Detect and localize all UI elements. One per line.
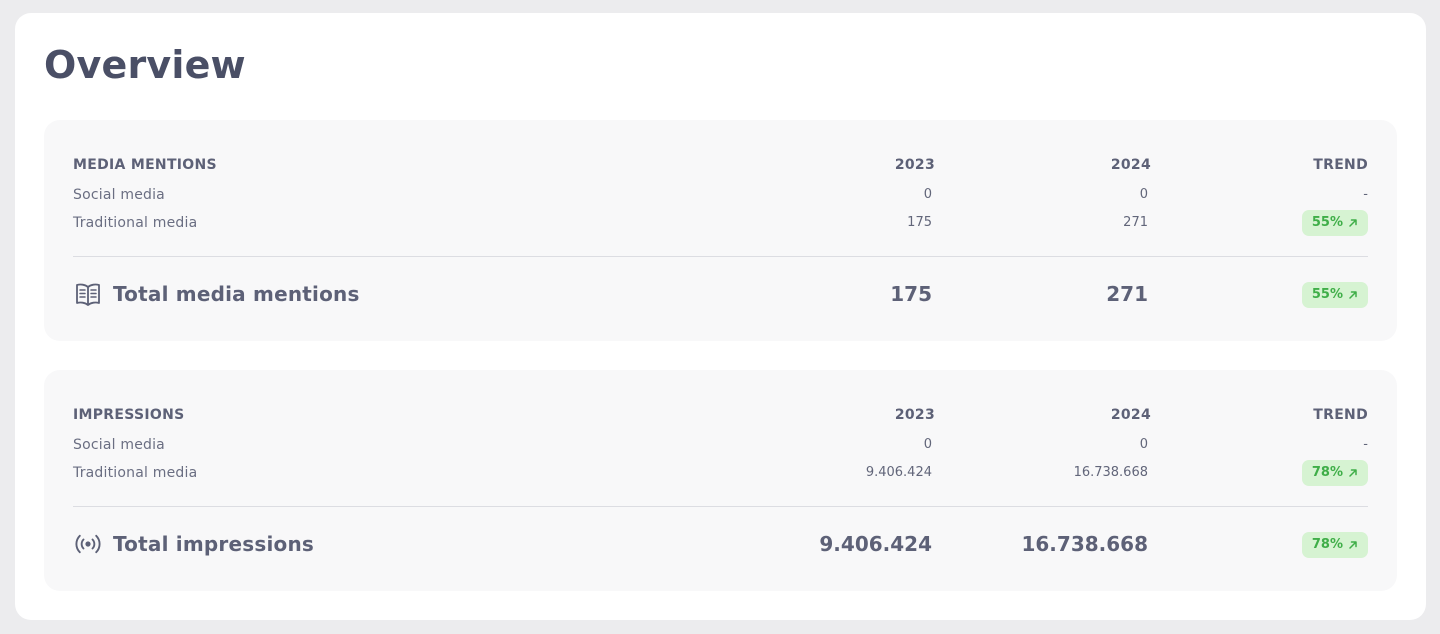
- row-label-social-media: Social media: [73, 187, 165, 203]
- value-2024: 0: [1139, 187, 1148, 202]
- arrow-up-right-icon: [1349, 469, 1357, 477]
- arrow-up-right-icon: [1349, 291, 1357, 299]
- value-2023: 9.406.424: [865, 465, 932, 480]
- section-header: IMPRESSIONS: [73, 407, 185, 423]
- overview-card: Overview MEDIA MENTIONS 2023 2024 TREND …: [15, 13, 1426, 620]
- media-mentions-panel: MEDIA MENTIONS 2023 2024 TREND Social me…: [44, 120, 1397, 341]
- row-label-traditional-media: Traditional media: [73, 215, 198, 231]
- page-title: Overview: [44, 43, 246, 87]
- total-value-2024: 16.738.668: [1021, 532, 1148, 556]
- arrow-up-right-icon: [1349, 541, 1357, 549]
- divider: [73, 506, 1368, 507]
- column-header-2023: 2023: [894, 407, 935, 423]
- total-label: Total media mentions: [113, 282, 360, 306]
- row-label-traditional-media: Traditional media: [73, 465, 198, 481]
- column-header-2024: 2024: [1110, 407, 1151, 423]
- trend-empty: -: [1363, 437, 1368, 452]
- value-2024: 0: [1139, 437, 1148, 452]
- value-2023: 0: [923, 437, 932, 452]
- value-2024: 271: [1123, 215, 1148, 230]
- total-label: Total impressions: [113, 532, 314, 556]
- trend-badge: 55%: [1301, 210, 1368, 236]
- trend-empty: -: [1363, 187, 1368, 202]
- column-header-trend: TREND: [1313, 407, 1368, 423]
- value-2023: 0: [923, 187, 932, 202]
- trend-badge-value: 78%: [1311, 537, 1343, 552]
- arrow-up-right-icon: [1349, 219, 1357, 227]
- trend-badge: 78%: [1301, 460, 1368, 486]
- value-2023: 175: [907, 215, 932, 230]
- column-header-2023: 2023: [894, 157, 935, 173]
- trend-badge-value: 78%: [1311, 465, 1343, 480]
- total-trend-badge: 78%: [1301, 532, 1368, 558]
- divider: [73, 256, 1368, 257]
- impressions-panel: IMPRESSIONS 2023 2024 TREND Social media…: [44, 370, 1397, 591]
- book-open-icon: [73, 279, 103, 309]
- total-value-2023: 9.406.424: [819, 532, 932, 556]
- total-value-2024: 271: [1106, 282, 1148, 306]
- value-2024: 16.738.668: [1073, 465, 1148, 480]
- trend-badge-value: 55%: [1311, 215, 1343, 230]
- total-value-2023: 175: [890, 282, 932, 306]
- section-header: MEDIA MENTIONS: [73, 157, 217, 173]
- column-header-2024: 2024: [1110, 157, 1151, 173]
- column-header-trend: TREND: [1313, 157, 1368, 173]
- trend-badge-value: 55%: [1311, 287, 1343, 302]
- broadcast-icon: [73, 529, 103, 559]
- total-trend-badge: 55%: [1301, 282, 1368, 308]
- row-label-social-media: Social media: [73, 437, 165, 453]
